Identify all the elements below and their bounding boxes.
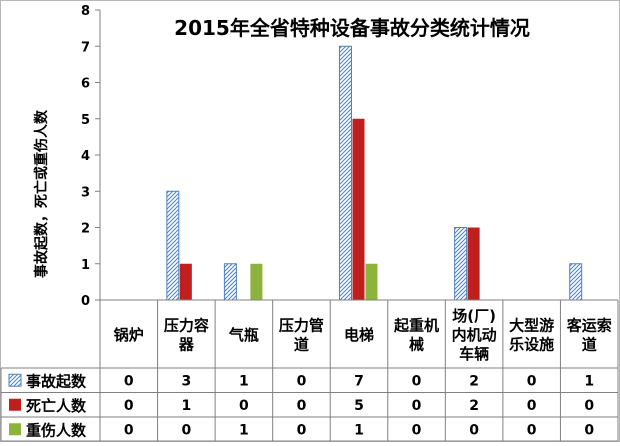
- legend-swatch-2: [9, 398, 21, 411]
- category-label-1: 锅炉: [114, 326, 144, 344]
- bar-2-7: [467, 227, 480, 300]
- y-tick-label: 6: [81, 77, 90, 92]
- y-tick-label: 4: [81, 149, 90, 164]
- bar-2-2: [179, 263, 192, 300]
- category-label-6: 械: [409, 336, 424, 354]
- data-value-2-9: 0: [584, 398, 594, 414]
- data-value-2-1: 0: [124, 398, 134, 414]
- category-label-8: 乐设施: [509, 336, 554, 354]
- bar-3-5: [365, 263, 378, 300]
- legend-label-2: 死亡人数: [26, 397, 87, 415]
- bar-1-3: [223, 263, 237, 301]
- y-tick-label: 3: [81, 185, 90, 200]
- category-label-9: 客运索: [566, 317, 612, 335]
- data-value-3-1: 0: [124, 422, 134, 438]
- category-label-8: 大型游: [509, 317, 554, 335]
- category-label-7: 场(厂): [452, 307, 496, 325]
- data-value-3-8: 0: [527, 422, 537, 438]
- legend-label-1: 事故起数: [26, 372, 87, 390]
- category-label-4: 道: [294, 336, 309, 354]
- category-label-2: 压力容: [164, 317, 209, 335]
- data-value-2-6: 0: [412, 398, 422, 414]
- category-label-9: 道: [582, 336, 597, 354]
- category-label-3: 气瓶: [228, 326, 259, 344]
- bar-1-7: [454, 227, 468, 301]
- category-label-2: 器: [178, 336, 195, 354]
- data-value-2-3: 0: [239, 398, 249, 414]
- data-value-2-2: 1: [181, 398, 191, 414]
- data-value-3-6: 0: [412, 422, 422, 438]
- bar-1-9: [569, 263, 583, 301]
- y-tick-label: 1: [81, 258, 90, 273]
- data-value-3-2: 0: [181, 422, 191, 438]
- data-value-3-4: 0: [297, 422, 307, 438]
- y-tick-label: 7: [81, 40, 90, 55]
- plot-area: 0 1 2 3 4 5 6 7 8: [81, 4, 618, 309]
- data-value-1-1: 0: [124, 373, 134, 389]
- data-value-3-9: 0: [584, 422, 594, 438]
- legend-label-3: 重伤人数: [26, 421, 87, 439]
- category-label-7: 车辆: [459, 345, 489, 363]
- data-value-1-6: 0: [412, 373, 422, 389]
- y-tick-label: 5: [81, 113, 90, 128]
- chart-title: 2015年全省特种设备事故分类统计情况: [174, 16, 530, 40]
- data-value-3-3: 1: [239, 422, 249, 438]
- data-value-2-4: 0: [297, 398, 307, 414]
- bar-1-2: [166, 190, 180, 301]
- data-value-2-7: 2: [469, 398, 479, 414]
- data-value-2-8: 0: [527, 398, 537, 414]
- y-tick-label: 2: [81, 222, 90, 237]
- y-tick-label: 8: [81, 4, 90, 19]
- legend-swatch-3: [9, 423, 21, 436]
- data-value-1-9: 1: [584, 373, 594, 389]
- data-table: 锅炉压力容器气瓶压力管道电梯起重机械场(厂)内机动车辆大型游乐设施客运索道事故起…: [0, 300, 619, 442]
- data-value-3-7: 0: [469, 422, 479, 438]
- data-value-3-5: 1: [354, 422, 364, 438]
- data-value-1-5: 7: [354, 373, 364, 389]
- y-axis-label: 事故起数，死亡或重伤人数: [33, 109, 50, 278]
- y-tick-label: 0: [81, 294, 90, 309]
- data-value-1-8: 0: [527, 373, 537, 389]
- bar-2-5: [352, 118, 365, 300]
- legend-swatch-1: [8, 373, 22, 387]
- data-value-1-3: 1: [239, 373, 249, 389]
- data-value-1-4: 0: [297, 373, 307, 389]
- data-value-1-2: 3: [181, 373, 191, 389]
- category-label-4: 压力管: [279, 317, 324, 335]
- category-label-7: 内机动: [452, 326, 497, 344]
- data-value-1-7: 2: [469, 373, 479, 389]
- category-label-6: 起重机: [393, 317, 439, 335]
- bar-3-3: [250, 263, 263, 300]
- category-label-5: 电梯: [344, 326, 374, 344]
- bar-1-5: [339, 45, 352, 301]
- data-value-2-5: 5: [354, 398, 364, 414]
